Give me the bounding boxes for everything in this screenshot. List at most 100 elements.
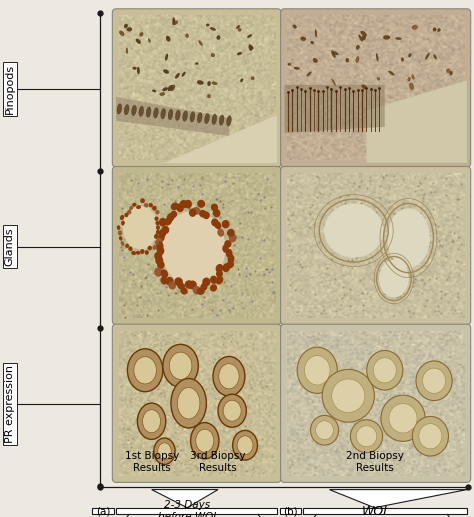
- Text: (a): (a): [96, 506, 110, 516]
- Ellipse shape: [301, 37, 306, 41]
- Ellipse shape: [367, 351, 403, 390]
- Ellipse shape: [332, 79, 336, 85]
- Ellipse shape: [171, 378, 206, 428]
- Ellipse shape: [154, 267, 162, 277]
- FancyBboxPatch shape: [281, 9, 471, 167]
- Ellipse shape: [216, 264, 223, 272]
- Ellipse shape: [222, 220, 229, 229]
- Ellipse shape: [350, 420, 383, 453]
- Ellipse shape: [324, 204, 383, 257]
- Ellipse shape: [156, 237, 163, 246]
- Ellipse shape: [139, 32, 143, 36]
- Ellipse shape: [188, 281, 197, 290]
- FancyBboxPatch shape: [281, 324, 471, 482]
- Polygon shape: [164, 115, 277, 163]
- Ellipse shape: [425, 53, 429, 59]
- Ellipse shape: [153, 245, 157, 250]
- Ellipse shape: [143, 409, 161, 433]
- Ellipse shape: [250, 45, 253, 50]
- Text: 2-3 Days
before WOI: 2-3 Days before WOI: [158, 500, 216, 517]
- Ellipse shape: [211, 218, 219, 226]
- Ellipse shape: [144, 203, 148, 207]
- Ellipse shape: [165, 54, 168, 60]
- Ellipse shape: [136, 205, 141, 209]
- Ellipse shape: [177, 388, 200, 419]
- Ellipse shape: [197, 80, 203, 85]
- Ellipse shape: [247, 34, 252, 38]
- Text: Glands: Glands: [5, 227, 15, 266]
- Ellipse shape: [219, 115, 224, 125]
- Ellipse shape: [127, 210, 131, 215]
- Ellipse shape: [162, 211, 226, 286]
- Ellipse shape: [163, 87, 168, 91]
- Ellipse shape: [389, 71, 394, 75]
- Ellipse shape: [383, 35, 390, 39]
- Ellipse shape: [133, 67, 137, 70]
- Ellipse shape: [216, 270, 223, 278]
- Ellipse shape: [316, 421, 334, 439]
- Ellipse shape: [447, 69, 450, 73]
- Ellipse shape: [140, 199, 145, 203]
- Ellipse shape: [313, 58, 318, 63]
- Ellipse shape: [433, 28, 436, 32]
- Ellipse shape: [210, 27, 216, 31]
- Bar: [303, 508, 467, 514]
- Ellipse shape: [401, 57, 404, 62]
- Ellipse shape: [154, 438, 175, 464]
- Ellipse shape: [136, 251, 140, 255]
- Ellipse shape: [408, 77, 410, 81]
- Polygon shape: [329, 490, 467, 508]
- Ellipse shape: [356, 56, 359, 63]
- Ellipse shape: [361, 31, 367, 36]
- Ellipse shape: [120, 215, 124, 220]
- Ellipse shape: [376, 53, 378, 61]
- Ellipse shape: [169, 352, 192, 379]
- Ellipse shape: [315, 29, 317, 37]
- Ellipse shape: [238, 28, 241, 32]
- Ellipse shape: [434, 55, 437, 59]
- Ellipse shape: [158, 443, 171, 460]
- Ellipse shape: [128, 349, 163, 392]
- Bar: [116, 508, 277, 514]
- Ellipse shape: [218, 229, 224, 237]
- Polygon shape: [284, 85, 385, 133]
- Ellipse shape: [176, 203, 184, 212]
- Ellipse shape: [124, 213, 128, 217]
- Ellipse shape: [171, 85, 175, 91]
- Ellipse shape: [164, 217, 172, 225]
- Ellipse shape: [237, 25, 240, 29]
- Ellipse shape: [160, 277, 168, 285]
- Ellipse shape: [223, 400, 241, 421]
- Ellipse shape: [361, 36, 366, 40]
- Ellipse shape: [297, 347, 337, 393]
- Ellipse shape: [117, 104, 122, 114]
- Ellipse shape: [222, 263, 230, 272]
- Ellipse shape: [212, 114, 217, 125]
- Ellipse shape: [228, 254, 235, 264]
- Text: 3rd Biopsy
Results: 3rd Biopsy Results: [190, 451, 246, 473]
- Ellipse shape: [157, 247, 164, 255]
- Ellipse shape: [373, 358, 396, 383]
- Ellipse shape: [156, 241, 164, 251]
- Ellipse shape: [197, 113, 202, 123]
- Ellipse shape: [346, 58, 349, 62]
- Ellipse shape: [211, 53, 215, 57]
- Ellipse shape: [145, 250, 149, 255]
- Ellipse shape: [419, 423, 442, 449]
- Ellipse shape: [155, 210, 160, 215]
- Ellipse shape: [137, 67, 140, 74]
- Ellipse shape: [123, 206, 158, 249]
- Text: 1st Biopsy
Results: 1st Biopsy Results: [125, 451, 179, 473]
- Ellipse shape: [304, 356, 330, 385]
- Ellipse shape: [422, 368, 446, 393]
- Ellipse shape: [182, 72, 185, 77]
- Ellipse shape: [310, 41, 314, 44]
- Ellipse shape: [163, 344, 198, 387]
- Ellipse shape: [184, 200, 192, 208]
- Ellipse shape: [132, 105, 137, 116]
- Polygon shape: [152, 490, 218, 508]
- Ellipse shape: [192, 207, 201, 215]
- Ellipse shape: [168, 281, 176, 290]
- Ellipse shape: [148, 246, 152, 250]
- Ellipse shape: [119, 31, 124, 36]
